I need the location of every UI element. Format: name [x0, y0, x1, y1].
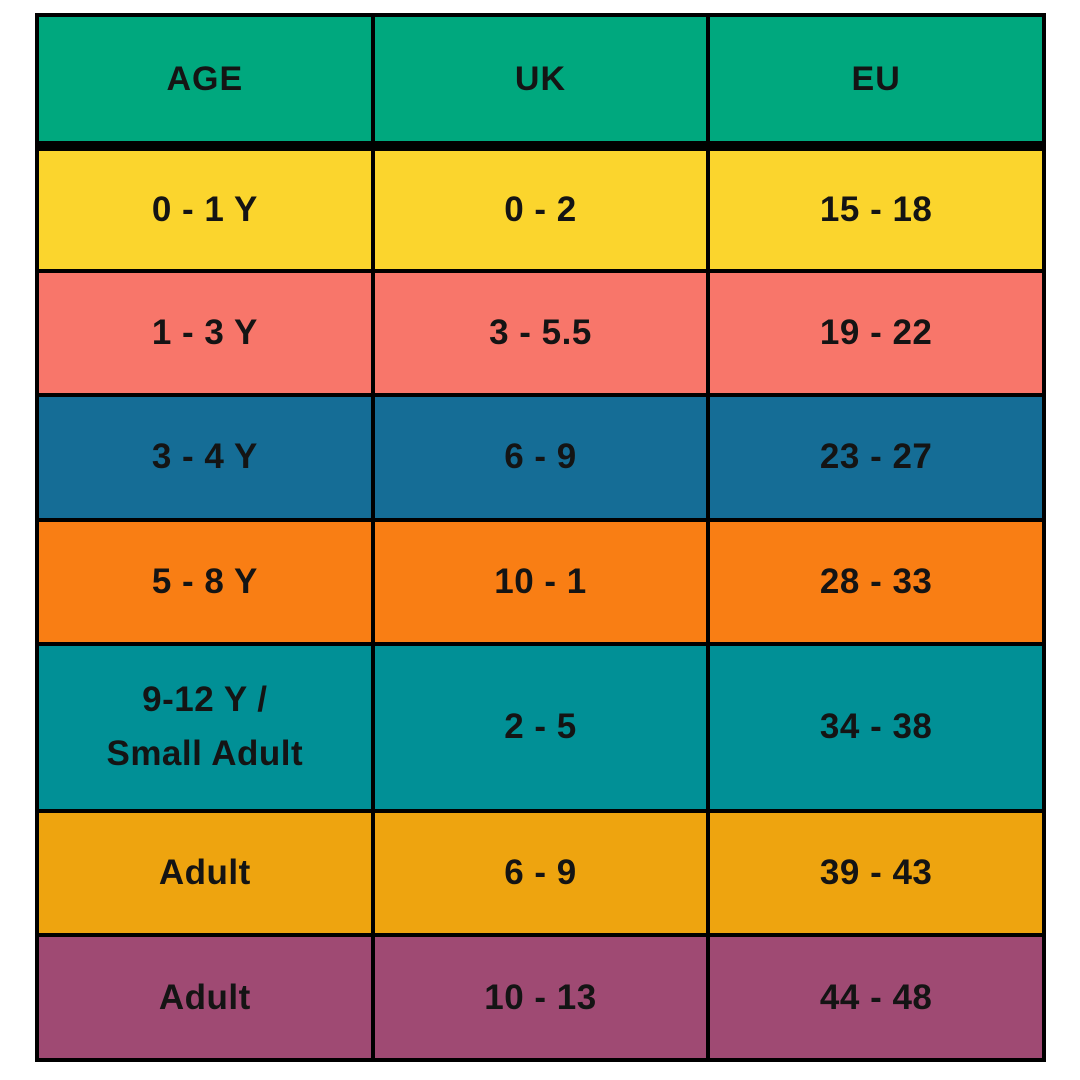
cell-eu: 23 - 27 [706, 393, 1046, 522]
cell-eu: 15 - 18 [706, 144, 1046, 273]
cell-eu: 34 - 38 [706, 642, 1046, 813]
cell-eu: 19 - 22 [706, 268, 1046, 398]
header-row: AGE UK EU [35, 13, 1046, 151]
column-header-eu: EU [706, 13, 1046, 151]
cell-uk: 10 - 1 [370, 517, 711, 647]
cell-age: 5 - 8 Y [35, 517, 375, 647]
table-row: Adult 10 - 13 44 - 48 [35, 933, 1046, 1062]
table-row: 9-12 Y / Small Adult 2 - 5 34 - 38 [35, 642, 1046, 813]
cell-uk: 6 - 9 [370, 808, 711, 938]
column-header-uk: UK [370, 13, 711, 151]
cell-age: Adult [35, 933, 375, 1062]
cell-uk: 2 - 5 [370, 642, 711, 813]
cell-age: 3 - 4 Y [35, 393, 375, 522]
table-row: 1 - 3 Y 3 - 5.5 19 - 22 [35, 268, 1046, 398]
cell-uk: 3 - 5.5 [370, 268, 711, 398]
table-body: 0 - 1 Y 0 - 2 15 - 18 1 - 3 Y 3 - 5.5 19… [35, 144, 1046, 1062]
table-row: 3 - 4 Y 6 - 9 23 - 27 [35, 393, 1046, 522]
cell-uk: 0 - 2 [370, 144, 711, 273]
table-row: 5 - 8 Y 10 - 1 28 - 33 [35, 517, 1046, 647]
table-row: 0 - 1 Y 0 - 2 15 - 18 [35, 144, 1046, 273]
cell-eu: 28 - 33 [706, 517, 1046, 647]
cell-age: 9-12 Y / Small Adult [35, 642, 375, 813]
cell-eu: 44 - 48 [706, 933, 1046, 1062]
cell-uk: 6 - 9 [370, 393, 711, 522]
cell-uk: 10 - 13 [370, 933, 711, 1062]
cell-age: 1 - 3 Y [35, 268, 375, 398]
table-row: Adult 6 - 9 39 - 43 [35, 808, 1046, 938]
cell-age: Adult [35, 808, 375, 938]
size-chart-table: AGE UK EU 0 - 1 Y 0 - 2 15 - 18 1 - 3 Y … [35, 13, 1046, 1062]
column-header-age: AGE [35, 13, 375, 151]
cell-eu: 39 - 43 [706, 808, 1046, 938]
cell-age: 0 - 1 Y [35, 144, 375, 273]
